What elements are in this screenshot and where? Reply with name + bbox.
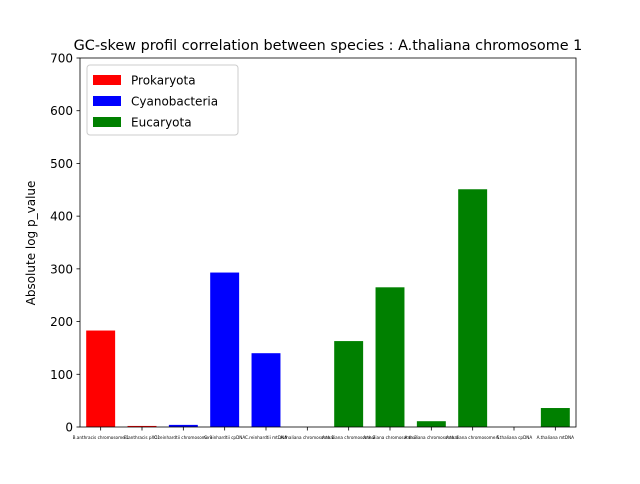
x-tick-label-8: A.thaliana chromosome 4	[405, 435, 459, 440]
x-tick-label-9: A.thaliana chromosome 5	[446, 435, 500, 440]
bars-group	[86, 189, 570, 427]
x-tick-label-2: C.reinhardtii chromosome 1	[154, 435, 213, 440]
y-tick-label-0: 0	[65, 421, 73, 435]
bar-4	[210, 272, 240, 427]
axes-group: 0 100 200 300 400 500 600 700 B.anthracis chromo…	[50, 52, 577, 440]
y-tick-label-7: 700	[50, 52, 73, 66]
plot-frame	[79, 57, 577, 428]
y-tick-label-6: 600	[50, 104, 73, 118]
y-tick-label-3: 300	[50, 262, 73, 276]
x-tick-label-0: B.anthracis chromosome 1	[73, 435, 130, 440]
legend-label-1: Prokaryota	[131, 74, 196, 88]
y-axis-label: Absolute log p_value	[24, 181, 38, 306]
bar-9	[416, 421, 446, 427]
legend-swatch-2	[93, 96, 121, 106]
bar-8	[375, 287, 405, 427]
legend-label-2: Cyanobacteria	[131, 95, 218, 109]
x-tick-label-6: A.thaliana chromosome 2	[322, 435, 376, 440]
x-tick-label-7: A.thaliana chromosome 3	[363, 435, 417, 440]
chart-title: GC-skew profil correlation between speci…	[74, 38, 583, 54]
legend-swatch-1	[93, 75, 121, 85]
legend-label-3: Eucaryota	[131, 116, 192, 130]
legend: Prokaryota Cyanobacteria Eucaryota	[86, 64, 239, 136]
bar-3	[168, 424, 198, 427]
x-tick-label-10: A.thaliana cpDNA	[496, 435, 533, 440]
y-tick-label-1: 100	[50, 368, 73, 382]
y-tick-label-4: 400	[50, 210, 73, 224]
x-tick-label-11: A.thaliana mtDNA	[537, 435, 575, 440]
x-tick-label-5: A.thaliana chromosome 1	[281, 435, 335, 440]
legend-box	[86, 64, 239, 136]
y-tick-label-2: 200	[50, 315, 73, 329]
y-tick-label-5: 500	[50, 157, 73, 171]
bar-1	[86, 330, 116, 427]
bar-7	[334, 341, 364, 427]
bar-2	[127, 425, 157, 427]
bar-10	[458, 189, 488, 427]
bar-5	[251, 353, 281, 427]
legend-swatch-3	[93, 117, 121, 127]
x-tick-label-4: C.reinhardtii mtDNA	[245, 435, 287, 440]
bar-12	[540, 408, 570, 427]
x-tick-label-3: C.reinhardtii cpDNA	[204, 435, 245, 440]
x-tick-label-1: B.anthracis pXO1	[124, 435, 161, 440]
